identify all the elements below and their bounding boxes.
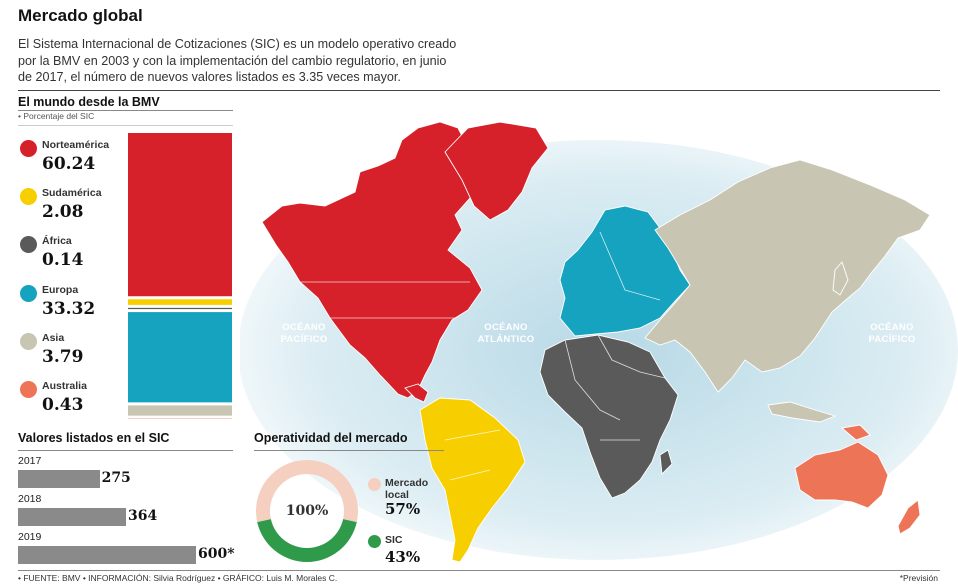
legend-dot-africa: [20, 236, 37, 253]
ocean-label-pacifico-oeste: OCÉANO PACÍFICO: [280, 322, 328, 345]
legend-sudamerica: Sudamérica 2.08: [18, 185, 128, 231]
donut-slice-local: [256, 460, 358, 523]
region-australia: [794, 441, 889, 509]
legend-norteamerica: Norteamérica 60.24: [18, 137, 128, 183]
donut-value-local: 57%: [385, 500, 421, 518]
donut-chart-rule: [254, 450, 444, 451]
legend-value-asia: 3.79: [42, 347, 84, 367]
donut-slice-sic: [257, 519, 357, 562]
donut-center-label: 100%: [285, 503, 329, 519]
hbar-chart-title: Valores listados en el SIC: [18, 431, 170, 445]
legend-label-europa: Europa: [42, 284, 79, 296]
legend-label-australia: Australia: [42, 380, 87, 392]
region-europa: [559, 205, 691, 337]
legend-dot-europa: [20, 285, 37, 302]
legend-label-asia: Asia: [42, 332, 65, 344]
region-nuevazelanda: [897, 499, 921, 535]
header-rule: [18, 90, 940, 91]
world-map: [240, 121, 958, 563]
footer-rule: [18, 570, 940, 571]
region-madagascar: [659, 449, 673, 475]
legend-dot-norteamerica: [20, 140, 37, 157]
legend-dot-asia: [20, 333, 37, 350]
legend-europa: Europa 33.32: [18, 282, 128, 328]
donut-chart-title: Operatividad del mercado: [254, 431, 408, 445]
stack-segment-africa: [128, 307, 232, 310]
stack-chart-rule: [18, 110, 233, 111]
stack-segment-sudamerica: [128, 299, 232, 305]
legend-dot-sudamerica: [20, 188, 37, 205]
legend-value-australia: 0.43: [42, 395, 84, 415]
stack-segment-norteamerica: [128, 133, 232, 297]
region-indonesia: [767, 401, 837, 423]
legend-asia: Asia 3.79: [18, 330, 128, 376]
footnote: *Previsión: [899, 573, 938, 583]
hbar-2019: [18, 546, 196, 564]
region-groenlandia: [444, 121, 549, 221]
hbar-year-2017: 2017: [18, 455, 42, 467]
hbar-year-2019: 2019: [18, 531, 42, 543]
region-japon: [832, 261, 849, 296]
region-sudamerica: [419, 397, 526, 563]
donut-value-sic: 43%: [385, 548, 421, 566]
donut-chart: [256, 460, 358, 562]
hbar-value-2018: 364: [127, 508, 158, 524]
intro-paragraph: El Sistema Internacional de Cotizaciones…: [18, 37, 457, 84]
region-asia: [644, 159, 931, 393]
hbar-year-2018: 2018: [18, 493, 42, 505]
region-norteamerica: [261, 121, 483, 399]
ocean-label-atlantico: OCÉANO ATLÁNTICO: [477, 322, 535, 345]
region-centroamerica: [404, 383, 429, 403]
stack-chart-subrule: [18, 125, 233, 126]
region-papua: [840, 424, 871, 441]
footer-credits: • FUENTE: BMV • INFORMACIÓN: Silvia Rodr…: [18, 573, 338, 583]
donut-legend-label-local: Mercado local: [385, 477, 429, 501]
hbar-2017: [18, 470, 100, 488]
hbar-value-2017: 275: [101, 470, 131, 486]
legend-dot-australia: [20, 381, 37, 398]
legend-africa: África 0.14: [18, 233, 128, 279]
legend-value-sudamerica: 2.08: [42, 202, 84, 222]
stack-segment-europa: [128, 312, 232, 403]
hbar-chart-rule: [18, 450, 233, 451]
stack-segment-asia: [128, 405, 232, 416]
legend-label-africa: África: [42, 235, 72, 247]
legend-australia: Australia 0.43: [18, 378, 128, 424]
hbar-2018: [18, 508, 126, 526]
donut-legend-dot-sic: [368, 535, 381, 548]
ocean-label-pacifico-este: OCÉANO PACÍFICO: [868, 322, 916, 345]
stack-chart-title: El mundo desde la BMV: [18, 95, 160, 109]
legend-value-norteamerica: 60.24: [42, 154, 96, 174]
legend-value-europa: 33.32: [42, 299, 96, 319]
stacked-bar: [128, 133, 232, 419]
donut-legend-dot-local: [368, 478, 381, 491]
border-lines: [300, 231, 666, 481]
region-africa: [539, 334, 679, 499]
hbar-value-2019: 600*: [198, 546, 235, 562]
legend-value-africa: 0.14: [42, 250, 84, 270]
stack-chart-subtitle: • Porcentaje del SIC: [18, 111, 95, 121]
legend-label-sudamerica: Sudamérica: [42, 187, 102, 199]
donut-legend-label-sic: SIC: [385, 534, 403, 546]
page-title: Mercado global: [18, 6, 143, 25]
legend-label-norteamerica: Norteamérica: [42, 139, 110, 151]
